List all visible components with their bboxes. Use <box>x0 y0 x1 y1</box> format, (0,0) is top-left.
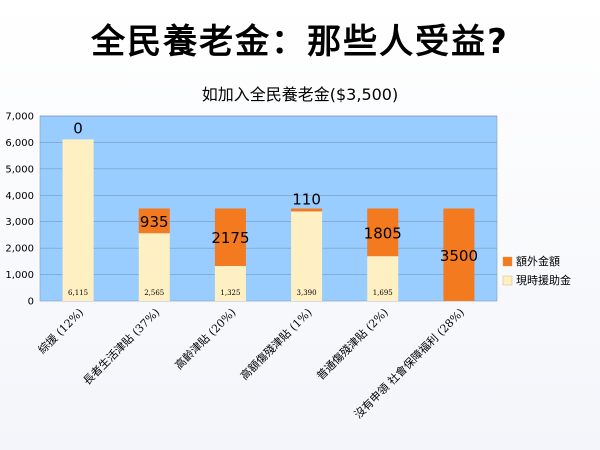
data-label: 935 <box>140 213 169 231</box>
bar-segment <box>62 139 94 301</box>
x-tick-label: 高齡津貼 (20%) <box>172 305 239 372</box>
bar-segment <box>367 208 399 257</box>
data-label: 110 <box>292 191 321 209</box>
y-tick-label: 2,000 <box>5 244 34 255</box>
bar-segment <box>214 208 246 266</box>
data-label: 1805 <box>364 224 402 242</box>
y-tick-label: 1,000 <box>5 270 34 281</box>
y-tick-label: 3,000 <box>5 217 34 228</box>
legend-label: 現時援助金 <box>516 273 571 287</box>
x-axis: 綜援 (12%)長者生活津貼 (37%) 高齡津貼 (20%) 高額傷殘津貼 (1%… <box>35 305 467 421</box>
y-tick-label: 5,000 <box>5 164 34 175</box>
x-tick-label: 綜援 (12%) <box>35 305 86 356</box>
bars: 6,115 0 2,565 935 1,325 2175 3,390 110 1,695 1805… <box>62 119 478 301</box>
legend-swatch <box>502 256 513 267</box>
legend-label: 額外金額 <box>516 254 560 268</box>
x-tick-label: 高額傷殘津貼 (1%) <box>237 305 314 382</box>
y-tick-label: 4,000 <box>5 191 34 202</box>
data-label: 2175 <box>211 229 249 247</box>
y-tick-label: 7,000 <box>5 112 34 123</box>
y-tick-label: 6,000 <box>5 138 34 149</box>
data-label: 3500 <box>440 247 478 265</box>
data-label: 0 <box>73 119 83 137</box>
data-label: 3,390 <box>297 289 317 297</box>
bar-segment <box>291 211 323 301</box>
data-label: 2,565 <box>144 289 164 297</box>
data-label: 6,115 <box>68 289 88 297</box>
chart-title: 如加入全民養老金($3,500) <box>202 85 398 104</box>
slide-title: 全民養老金：那些人受益? <box>91 22 509 62</box>
bar-segment <box>367 256 399 301</box>
legend-swatch <box>502 275 513 286</box>
bar-segment <box>138 233 170 301</box>
plot-area <box>39 115 498 302</box>
y-tick-label: 0 <box>28 297 34 308</box>
gridlines <box>40 115 497 275</box>
bar-segment <box>291 208 323 212</box>
x-tick-label: 長者生活津貼 (37%) <box>80 305 162 387</box>
y-axis: 0 1,000 2,000 3,000 4,000 5,000 6,000 7,000 <box>5 112 34 308</box>
bar-segment <box>214 265 246 301</box>
bar-segment <box>443 208 475 301</box>
data-label: 1,695 <box>373 289 393 297</box>
data-label: 1,325 <box>220 289 240 297</box>
x-tick-label: 普通傷殘津貼 (2%) <box>313 305 390 382</box>
bar-segment <box>138 208 170 234</box>
